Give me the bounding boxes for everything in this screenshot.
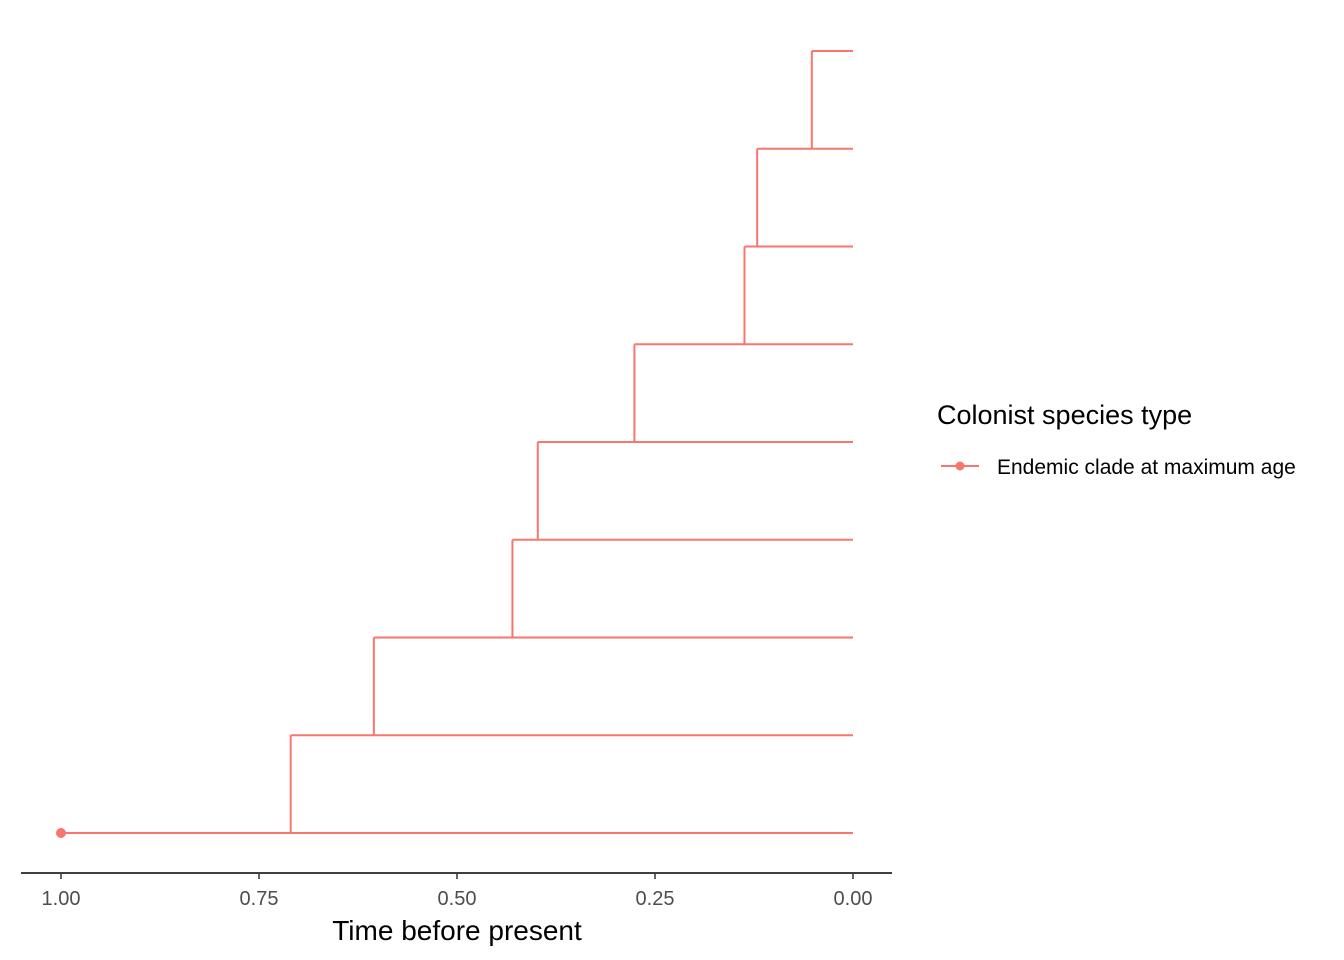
- x-axis-ticks: 1.00 0.75 0.50 0.25 0.00: [42, 873, 873, 910]
- x-tick-label-1: 0.75: [240, 888, 279, 910]
- legend-item-label: Endemic clade at maximum age: [997, 456, 1296, 479]
- x-axis-title: Time before present: [332, 915, 582, 946]
- legend: Colonist species type Endemic clade at m…: [937, 400, 1296, 479]
- tree-branches: [56, 50, 853, 838]
- legend-point-marker: [955, 461, 965, 471]
- legend-title: Colonist species type: [937, 400, 1192, 430]
- x-axis: 1.00 0.75 0.50 0.25 0.00: [21, 872, 892, 910]
- x-tick-label-0: 1.00: [42, 888, 81, 910]
- x-tick-label-2: 0.50: [438, 888, 477, 910]
- colonisation-point: [56, 828, 66, 838]
- legend-item: Endemic clade at maximum age: [941, 456, 1296, 479]
- x-tick-label-4: 0.00: [834, 888, 873, 910]
- x-tick-label-3: 0.25: [636, 888, 675, 910]
